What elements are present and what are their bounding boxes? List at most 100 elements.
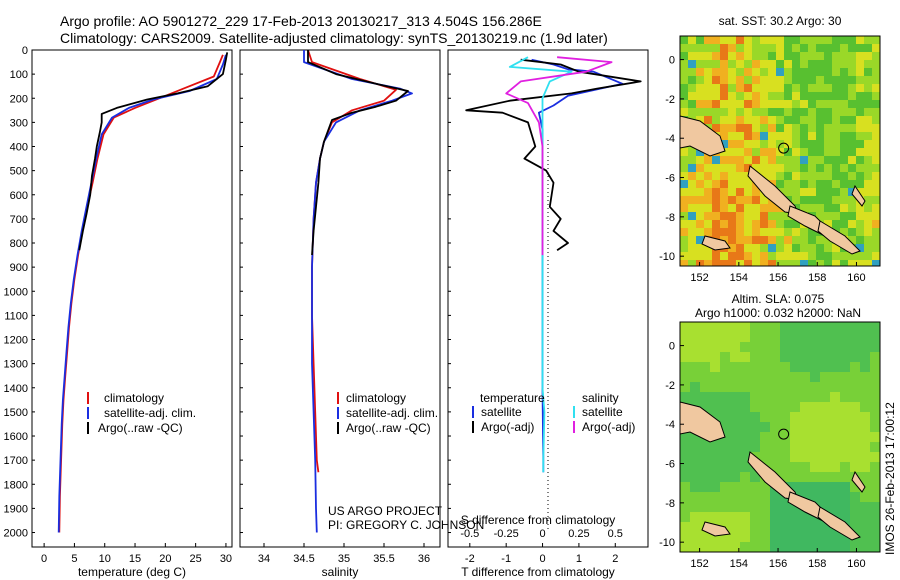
map-cell bbox=[680, 68, 689, 77]
map-lat-tick-label: -8 bbox=[665, 212, 675, 224]
map-cell bbox=[832, 172, 841, 181]
map-cell bbox=[824, 156, 833, 165]
map-cell bbox=[784, 252, 793, 261]
map-cell bbox=[744, 212, 753, 221]
map-cell bbox=[740, 502, 751, 513]
map-cell bbox=[720, 382, 731, 393]
map-cell bbox=[800, 492, 811, 503]
map-cell bbox=[856, 140, 865, 149]
map-cell bbox=[832, 212, 841, 221]
map-cell bbox=[830, 332, 841, 343]
map-cell bbox=[800, 196, 809, 205]
map-cell bbox=[820, 362, 831, 373]
x-tick-label: 0 bbox=[41, 553, 47, 565]
map-cell bbox=[680, 492, 691, 503]
map-cell bbox=[864, 52, 873, 61]
map-cell bbox=[760, 220, 769, 229]
map-cell bbox=[800, 60, 809, 69]
map-cell bbox=[840, 392, 851, 403]
map-cell bbox=[824, 236, 833, 245]
map-cell bbox=[800, 372, 811, 383]
map-lat-tick-label: -8 bbox=[665, 498, 675, 510]
x-tick-label: 2 bbox=[612, 553, 618, 565]
map-cell bbox=[720, 196, 729, 205]
map-cell bbox=[870, 402, 880, 413]
map-cell bbox=[710, 462, 721, 473]
map-cell bbox=[760, 432, 771, 443]
map-cell bbox=[740, 322, 751, 333]
x-tick-label: 25 bbox=[190, 553, 202, 565]
map-cell bbox=[848, 68, 857, 77]
map-lat-tick-label: 0 bbox=[669, 55, 675, 67]
map-cell bbox=[850, 392, 861, 403]
map-cell bbox=[800, 36, 809, 45]
map-lat-tick-label: -2 bbox=[665, 94, 675, 106]
map-cell bbox=[820, 432, 831, 443]
map-cell bbox=[760, 156, 769, 165]
map-cell bbox=[824, 84, 833, 93]
map-cell bbox=[768, 60, 777, 69]
map-cell bbox=[808, 228, 817, 237]
map-cell bbox=[704, 180, 713, 189]
land-shape bbox=[701, 235, 731, 251]
map-cell bbox=[824, 260, 833, 266]
map-cell bbox=[700, 452, 711, 463]
map-cell bbox=[736, 164, 745, 173]
map-cell bbox=[710, 472, 721, 483]
map-cell bbox=[700, 362, 711, 373]
map-cell bbox=[832, 108, 841, 117]
map-cell bbox=[872, 220, 880, 229]
x-tick-label: -2 bbox=[465, 553, 475, 565]
map-cell bbox=[800, 472, 811, 483]
map-cell bbox=[800, 44, 809, 53]
map-cell bbox=[860, 432, 871, 443]
map-cell bbox=[680, 92, 689, 101]
map-cell bbox=[696, 100, 705, 109]
map-cell bbox=[720, 52, 729, 61]
depth-tick-label: 600 bbox=[10, 190, 28, 202]
map-cell bbox=[872, 76, 880, 85]
map-cell bbox=[752, 108, 761, 117]
map-cell bbox=[864, 44, 873, 53]
map-cell bbox=[710, 542, 721, 552]
map-cell bbox=[760, 442, 771, 453]
map-cell bbox=[700, 372, 711, 383]
map-cell bbox=[870, 532, 880, 543]
map-cell bbox=[850, 512, 861, 523]
map-cell bbox=[784, 36, 793, 45]
map-cell bbox=[720, 204, 729, 213]
map-cell bbox=[860, 412, 871, 423]
map-cell bbox=[780, 372, 791, 383]
map-cell bbox=[864, 156, 873, 165]
map-cell bbox=[848, 132, 857, 141]
map-cell bbox=[688, 164, 697, 173]
map-cell bbox=[696, 156, 705, 165]
map-cell bbox=[752, 148, 761, 157]
map-cell bbox=[696, 52, 705, 61]
map-cell bbox=[800, 84, 809, 93]
map-cell bbox=[832, 100, 841, 109]
map-cell bbox=[680, 482, 691, 493]
map-cell bbox=[704, 116, 713, 125]
map-cell bbox=[832, 156, 841, 165]
map-cell bbox=[690, 472, 701, 483]
map-cell bbox=[730, 352, 741, 363]
map-cell bbox=[740, 522, 751, 533]
map-cell bbox=[780, 392, 791, 403]
map-cell bbox=[752, 252, 761, 261]
map-cell bbox=[760, 352, 771, 363]
map-cell bbox=[872, 140, 880, 149]
map-cell bbox=[848, 140, 857, 149]
map-cell bbox=[864, 164, 873, 173]
map-cell bbox=[688, 260, 697, 266]
map-cell bbox=[816, 84, 825, 93]
difference-legend: temperature salinity satellite Argo(-adj… bbox=[472, 391, 635, 434]
map-cell bbox=[872, 52, 880, 61]
map-cell bbox=[870, 542, 880, 552]
map-cell bbox=[780, 332, 791, 343]
map-cell bbox=[860, 492, 871, 503]
difference-series-group bbox=[465, 56, 642, 473]
map-lat-tick-label: -10 bbox=[659, 537, 675, 549]
map-cell bbox=[830, 532, 841, 543]
map-cell bbox=[710, 392, 721, 403]
